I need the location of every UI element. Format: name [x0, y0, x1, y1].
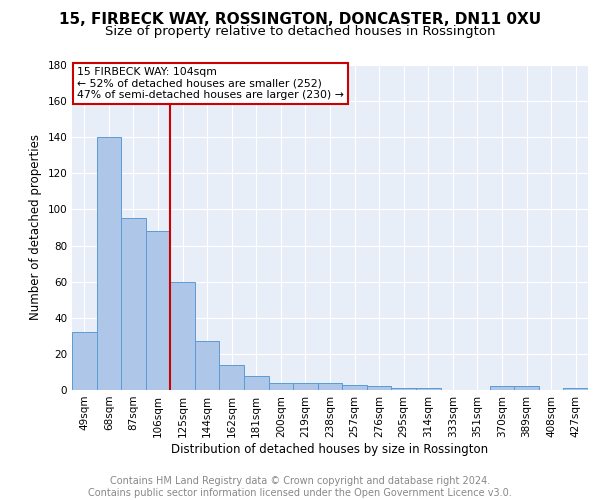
- Bar: [195, 341, 220, 390]
- Bar: [121, 218, 146, 390]
- Text: 15 FIRBECK WAY: 104sqm
← 52% of detached houses are smaller (252)
47% of semi-de: 15 FIRBECK WAY: 104sqm ← 52% of detached…: [77, 66, 344, 100]
- Bar: [391, 388, 416, 390]
- Bar: [220, 364, 244, 390]
- X-axis label: Distribution of detached houses by size in Rossington: Distribution of detached houses by size …: [172, 442, 488, 456]
- Bar: [146, 231, 170, 390]
- Bar: [490, 386, 514, 390]
- Y-axis label: Number of detached properties: Number of detached properties: [29, 134, 42, 320]
- Bar: [97, 137, 121, 390]
- Bar: [318, 383, 342, 390]
- Text: Size of property relative to detached houses in Rossington: Size of property relative to detached ho…: [105, 25, 495, 38]
- Bar: [244, 376, 269, 390]
- Bar: [514, 386, 539, 390]
- Text: Contains HM Land Registry data © Crown copyright and database right 2024.
Contai: Contains HM Land Registry data © Crown c…: [88, 476, 512, 498]
- Bar: [72, 332, 97, 390]
- Text: 15, FIRBECK WAY, ROSSINGTON, DONCASTER, DN11 0XU: 15, FIRBECK WAY, ROSSINGTON, DONCASTER, …: [59, 12, 541, 28]
- Bar: [342, 384, 367, 390]
- Bar: [293, 383, 318, 390]
- Bar: [563, 388, 588, 390]
- Bar: [269, 383, 293, 390]
- Bar: [416, 388, 440, 390]
- Bar: [367, 386, 391, 390]
- Bar: [170, 282, 195, 390]
